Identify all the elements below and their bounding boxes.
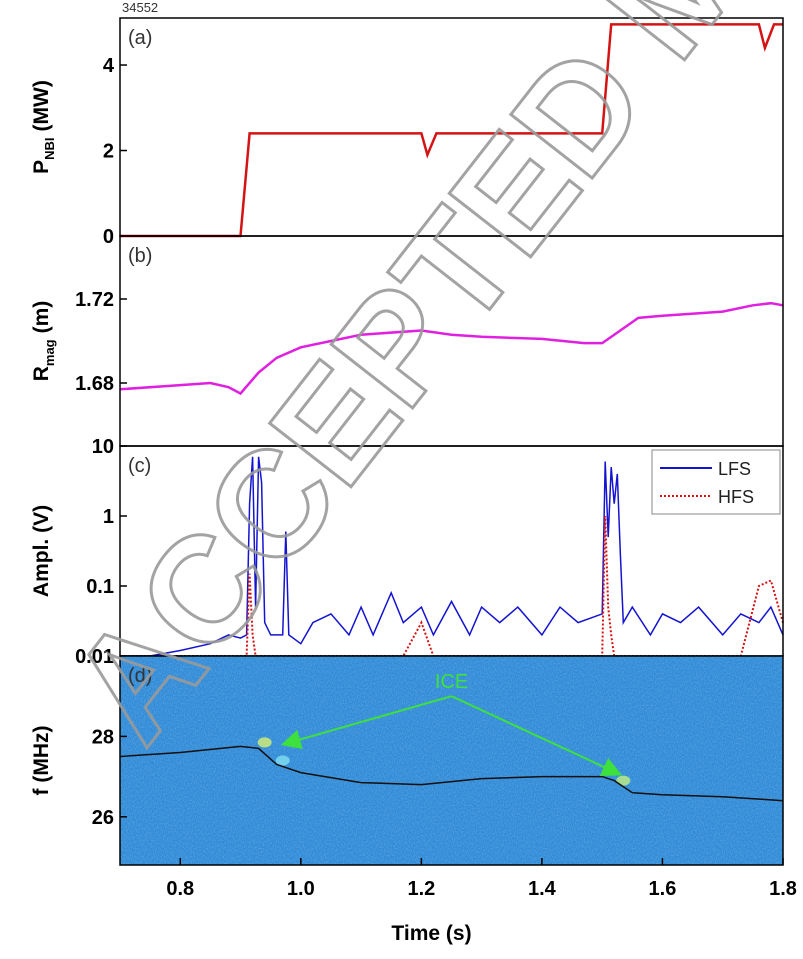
y-tick-label: 0.1 (86, 576, 114, 598)
x-tick-label: 1.8 (769, 878, 797, 900)
y-tick-label: 2 (103, 141, 114, 163)
x-tick-label: 1.4 (528, 878, 557, 900)
y-axis-label: Ampl. (V) (30, 505, 53, 597)
y-axis-label-sub: mag (42, 339, 57, 366)
x-tick-label: 1.0 (287, 878, 315, 900)
spectrogram-hotspot (616, 775, 631, 786)
y-tick-label: 0.01 (75, 646, 114, 668)
x-axis-label: Time (s) (391, 922, 471, 945)
y-axis-label-unit: (MW) (30, 80, 53, 131)
legend-label: HFS (718, 487, 754, 507)
y-tick-label: 1.68 (75, 373, 114, 395)
spectrogram-hotspot (257, 737, 272, 748)
y-tick-label: 28 (92, 726, 114, 748)
x-tick-label: 0.8 (166, 878, 194, 900)
y-tick-label: 4 (103, 55, 115, 77)
series-line (119, 301, 784, 396)
series-line (119, 745, 784, 802)
annotation-arrow (451, 695, 623, 777)
spectrogram-hotspot (275, 755, 290, 766)
series-line (120, 23, 783, 238)
panel-label: (b) (128, 245, 152, 267)
spectrogram-noise (120, 656, 783, 865)
shot-number: 34552 (122, 0, 158, 15)
series-line (120, 456, 784, 657)
y-tick-label: 26 (92, 807, 114, 829)
y-tick-label: 10 (92, 436, 114, 458)
legend-label: LFS (718, 459, 751, 479)
y-axis-label-sub: NBI (42, 137, 57, 159)
plots: 0 2 4 (a) PNBI (MW) 1.68 1.72 (b) Rmag (m) 0.01 0.1 1… (30, 17, 797, 945)
panel-label: (c) (128, 455, 151, 477)
y-axis-label-main: P (30, 160, 53, 174)
legend-box (651, 449, 781, 515)
annotation-arrow (280, 695, 452, 750)
y-tick-label: 1 (103, 506, 114, 528)
plot-frame (119, 655, 784, 866)
x-tick-label: 1.6 (649, 878, 677, 900)
y-axis-label: f (MHz) (30, 726, 53, 796)
y-axis-label-main: Ampl. (V) (30, 505, 53, 597)
y-tick-label: 1.72 (75, 289, 114, 311)
panel-label: (d) (128, 665, 152, 687)
watermark: ACCEPTED M (38, 0, 781, 770)
panel-label: (a) (128, 27, 152, 49)
x-tick-label: 1.2 (407, 878, 435, 900)
y-axis-label: Rmag (m) (30, 301, 57, 382)
y-axis-label-main: f (MHz) (30, 726, 53, 796)
annotation: ICE (435, 671, 468, 693)
y-axis-label-main: R (30, 366, 53, 381)
y-axis-label: PNBI (MW) (30, 80, 57, 174)
y-tick-label: 0 (103, 226, 114, 248)
y-axis-label-unit: (m) (30, 301, 53, 334)
